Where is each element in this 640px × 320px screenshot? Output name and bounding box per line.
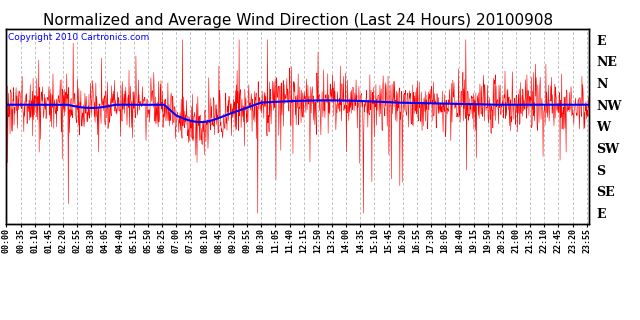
Text: Copyright 2010 Cartronics.com: Copyright 2010 Cartronics.com xyxy=(8,33,149,42)
Title: Normalized and Average Wind Direction (Last 24 Hours) 20100908: Normalized and Average Wind Direction (L… xyxy=(42,12,553,28)
